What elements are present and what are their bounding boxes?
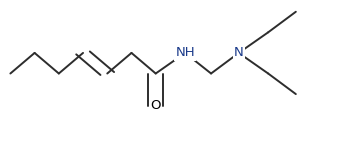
Text: O: O: [151, 99, 161, 112]
Text: NH: NH: [175, 46, 195, 59]
Text: N: N: [234, 46, 244, 59]
